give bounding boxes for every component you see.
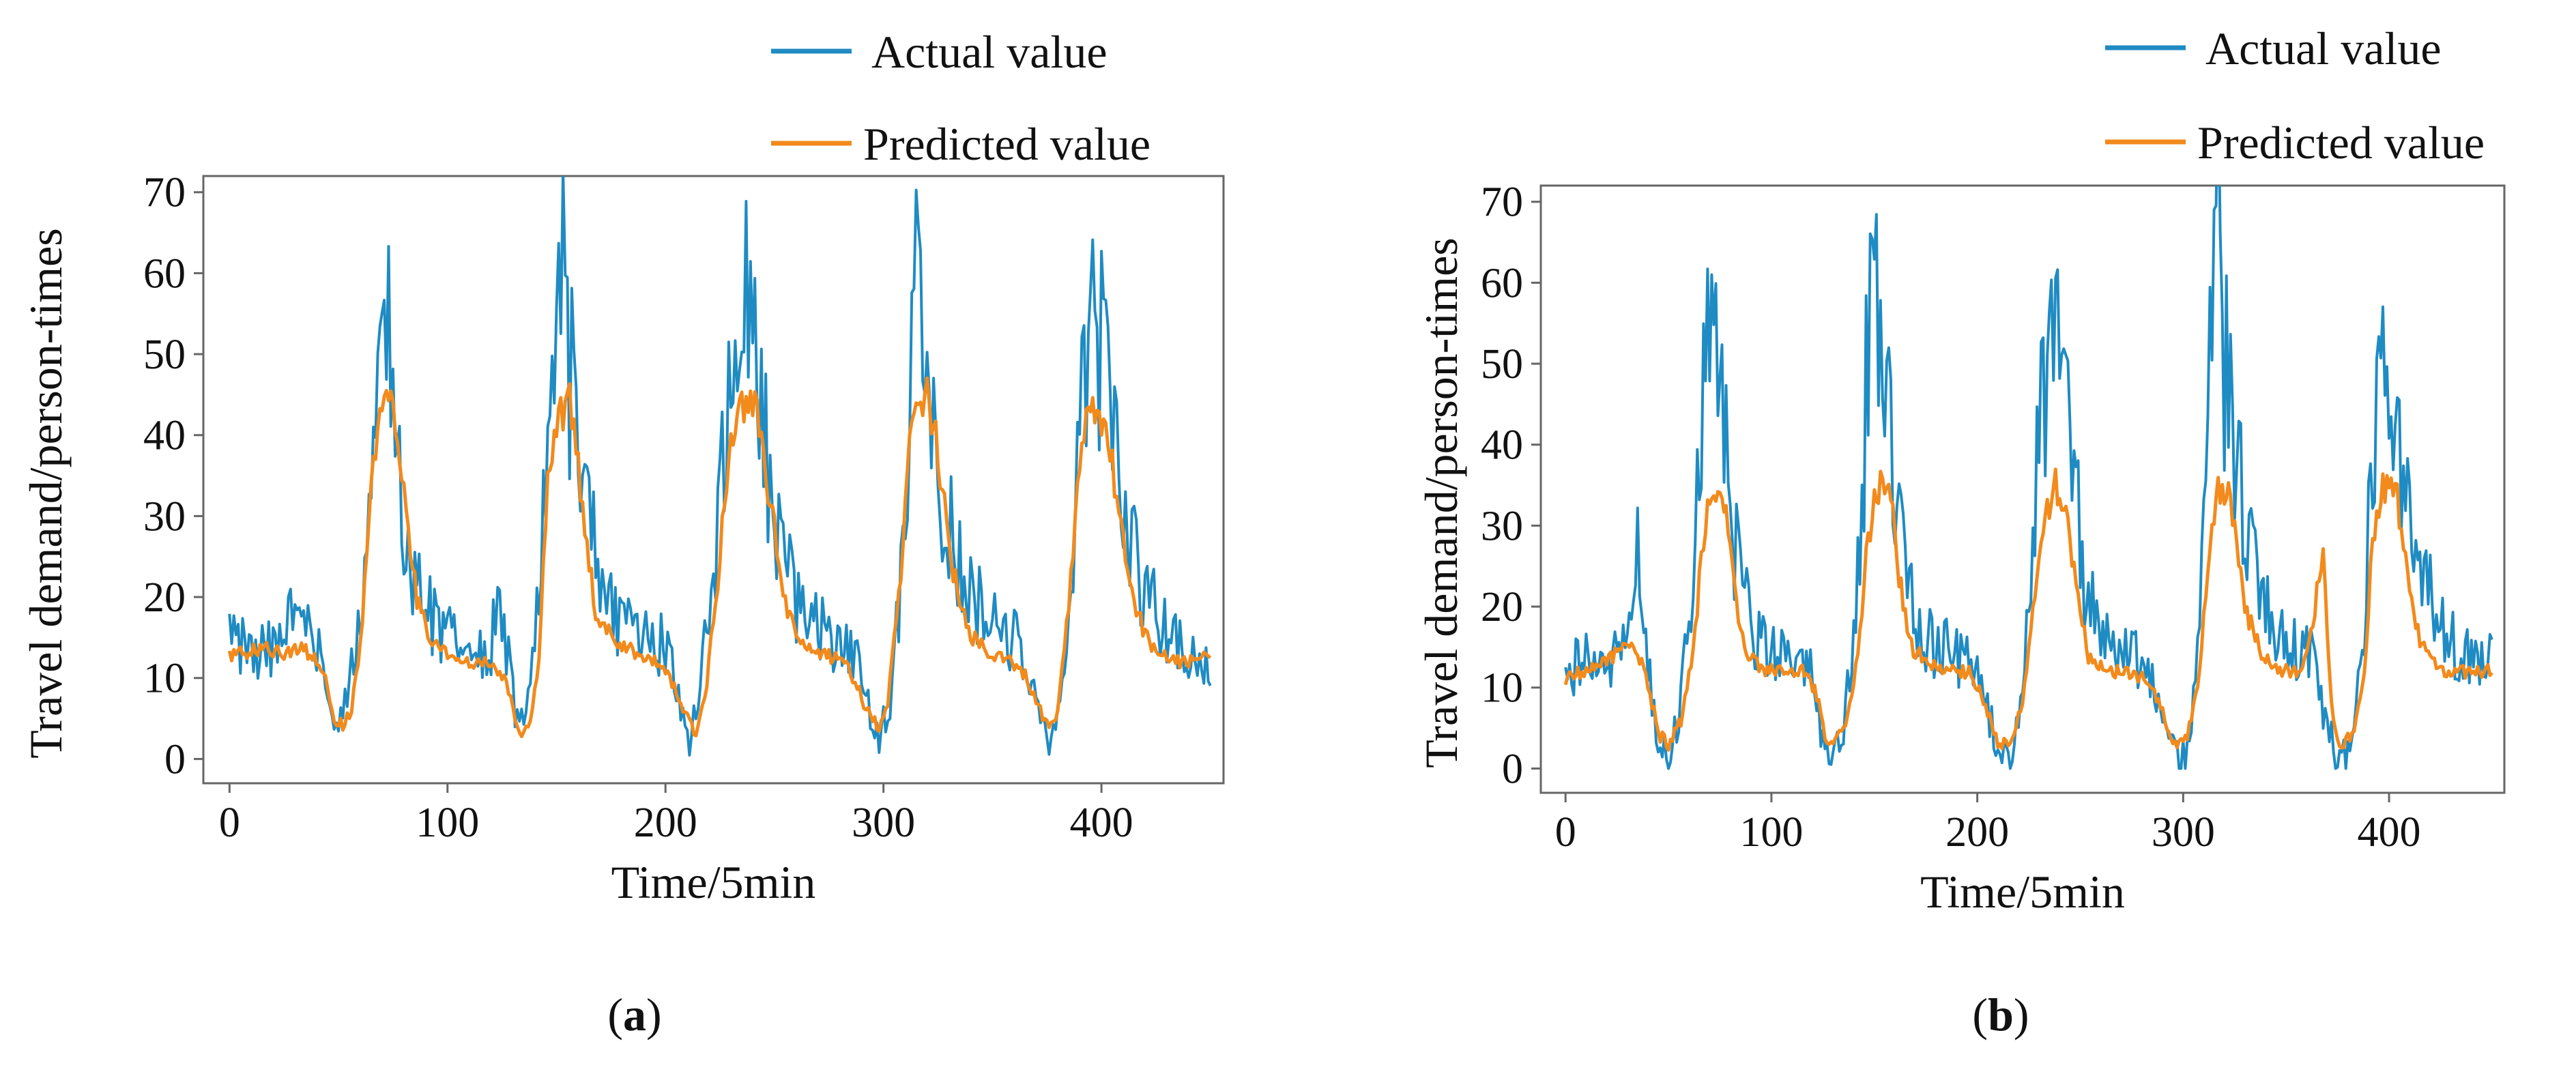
chart-panel-a: 0 10 20 30 40 50 60 70 0 100 200 300 400 Time/5min Tra… xyxy=(20,26,1225,1040)
y-tick-label: 30 xyxy=(143,493,186,540)
y-tick-label: 20 xyxy=(143,574,186,621)
x-tick-label: 400 xyxy=(1070,800,1133,846)
y-tick-label: 0 xyxy=(1502,746,1523,792)
series-line-actual xyxy=(228,176,1212,757)
x-axis-title: Time/5min xyxy=(611,856,816,908)
x-tick-label: 300 xyxy=(2152,809,2215,856)
chart-panel-b: 0 10 20 30 40 50 60 70 0 100 200 300 400 Time/5min Tra… xyxy=(1415,23,2506,1040)
y-axis-title: Travel demand/person-times xyxy=(20,228,72,758)
y-tick-label: 70 xyxy=(143,170,186,216)
y-tick-label: 10 xyxy=(143,656,186,702)
y-axis-title: Travel demand/person-times xyxy=(1415,237,1467,768)
plot-area-frame xyxy=(1539,184,2506,794)
x-tick-label: 100 xyxy=(1739,809,1803,856)
legend-label-actual: Actual value xyxy=(871,26,1108,78)
x-tick-label: 100 xyxy=(416,800,479,846)
panel-label: (a) xyxy=(607,989,661,1040)
legend-label-predicted: Predicted value xyxy=(863,118,1150,170)
y-tick-label: 10 xyxy=(1481,665,1523,712)
y-tick-label: 40 xyxy=(143,413,186,459)
legend: Actual value Predicted value xyxy=(2105,23,2485,169)
legend-label-actual: Actual value xyxy=(2205,23,2442,74)
x-tick-label: 0 xyxy=(219,800,240,846)
panel-label: (b) xyxy=(1972,989,2029,1040)
series-line-predicted xyxy=(227,376,1212,738)
series-line-actual xyxy=(1564,186,2493,770)
legend-label-predicted: Predicted value xyxy=(2197,117,2485,169)
x-tick-label: 300 xyxy=(852,800,915,846)
y-tick-label: 50 xyxy=(1481,341,1523,388)
x-tick-label: 400 xyxy=(2358,809,2421,856)
y-tick-label: 0 xyxy=(164,736,186,783)
y-tick-label: 60 xyxy=(143,250,186,297)
x-axis-title: Time/5min xyxy=(1920,866,2125,918)
plot-area-frame xyxy=(202,175,1225,785)
legend: Actual value Predicted value xyxy=(771,26,1150,170)
y-tick-label: 30 xyxy=(1481,503,1523,549)
x-tick-label: 200 xyxy=(1945,809,2009,856)
y-tick-label: 70 xyxy=(1481,179,1523,226)
y-tick-label: 50 xyxy=(143,332,186,378)
y-tick-label: 40 xyxy=(1481,422,1523,469)
series-line-predicted xyxy=(1563,467,2493,752)
y-tick-label: 60 xyxy=(1481,260,1523,306)
y-tick-label: 20 xyxy=(1481,584,1523,630)
x-tick-label: 0 xyxy=(1555,809,1576,856)
x-tick-label: 200 xyxy=(634,800,697,846)
